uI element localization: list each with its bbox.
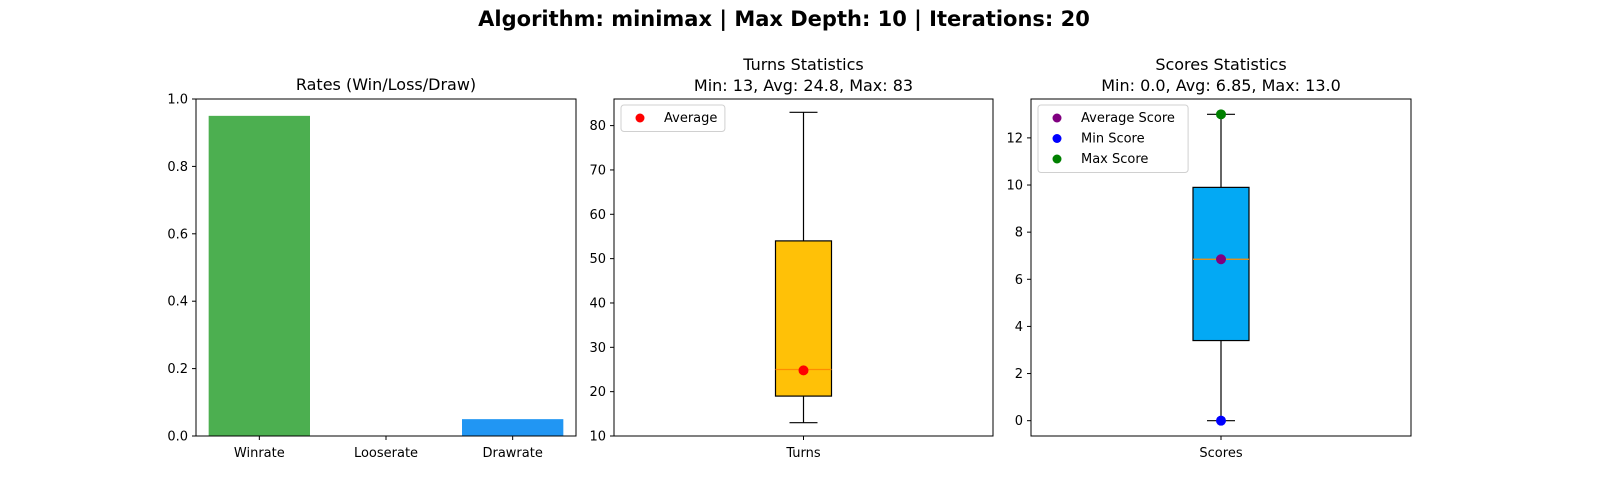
legend-frame	[1037, 104, 1189, 173]
legend-label: Max Score	[1081, 152, 1148, 167]
x-tick-label: Scores	[1199, 446, 1242, 461]
y-tick-label: 0.6	[167, 227, 188, 242]
y-tick-label: 70	[589, 163, 606, 178]
y-tick-label: 0.8	[167, 160, 188, 175]
legend-label: Min Score	[1081, 132, 1145, 147]
point-average	[798, 365, 809, 376]
subplot-subtitle: Min: 0.0, Avg: 6.85, Max: 13.0	[1101, 76, 1341, 95]
legend-frame	[620, 104, 726, 132]
y-tick-label: 0.2	[167, 362, 188, 377]
point-max-score	[1216, 109, 1226, 120]
y-tick-label: 0.0	[167, 430, 188, 445]
axes-frame	[1030, 98, 1412, 437]
y-tick-label: 0	[1015, 414, 1023, 429]
subplot-title: Turns Statistics	[742, 55, 863, 74]
subplots: Rates (Win/Loss/Draw) 0.0 0.2 0.4 0.6 0.8 1.0 W…	[167, 55, 1412, 461]
figure-title: Algorithm: minimax | Max Depth: 10 | Ite…	[478, 7, 1090, 32]
y-tick-label: 40	[589, 296, 606, 311]
legend-marker	[1052, 134, 1062, 143]
bar-drawrate	[462, 419, 564, 436]
point-min-score	[1216, 415, 1226, 426]
subplot-3: Scores Statistics Min: 0.0, Avg: 6.85, Ma…	[1006, 55, 1412, 461]
subplot-1: Rates (Win/Loss/Draw) 0.0 0.2 0.4 0.6 0.8 1.0 W…	[167, 75, 577, 461]
legend-marker	[1052, 113, 1062, 123]
y-tick-label: 10	[1006, 179, 1023, 194]
y-tick-label: 50	[589, 252, 606, 267]
y-tick-label: 6	[1015, 273, 1023, 288]
subplot-2: Turns Statistics Min: 13, Avg: 24.8, Max:…	[589, 55, 994, 461]
y-tick-label: 2	[1015, 367, 1023, 382]
legend: Average	[620, 104, 726, 132]
y-tick-label: 60	[589, 208, 606, 223]
bar-winrate	[208, 115, 310, 436]
axes-frame	[613, 98, 994, 437]
x-tick-label: Winrate	[234, 446, 285, 461]
legend-marker	[635, 113, 645, 123]
y-tick-label: 20	[589, 385, 606, 400]
y-tick-label: 1.0	[167, 93, 188, 108]
y-tick-label: 4	[1015, 320, 1023, 335]
y-tick-label: 12	[1006, 131, 1023, 146]
y-tick-label: 30	[589, 341, 606, 356]
y-tick-label: 0.4	[167, 295, 188, 310]
point-average-score	[1216, 254, 1226, 265]
x-tick-label: Turns	[785, 446, 821, 461]
subplot-subtitle: Min: 13, Avg: 24.8, Max: 83	[694, 76, 913, 95]
subplot-title: Scores Statistics	[1155, 55, 1286, 74]
y-tick-label: 10	[589, 430, 606, 445]
x-tick-label: Drawrate	[482, 446, 542, 461]
x-tick-label: Looserate	[354, 446, 418, 461]
subplot-title: Rates (Win/Loss/Draw)	[296, 75, 476, 94]
axes-frame	[195, 98, 577, 437]
legend-label: Average Score	[1081, 111, 1175, 126]
legend: Average Score Min Score Max Score	[1037, 104, 1189, 173]
legend-label: Average	[664, 111, 717, 126]
legend-marker	[1052, 154, 1062, 164]
y-tick-label: 80	[589, 119, 606, 134]
y-tick-label: 8	[1015, 226, 1023, 241]
